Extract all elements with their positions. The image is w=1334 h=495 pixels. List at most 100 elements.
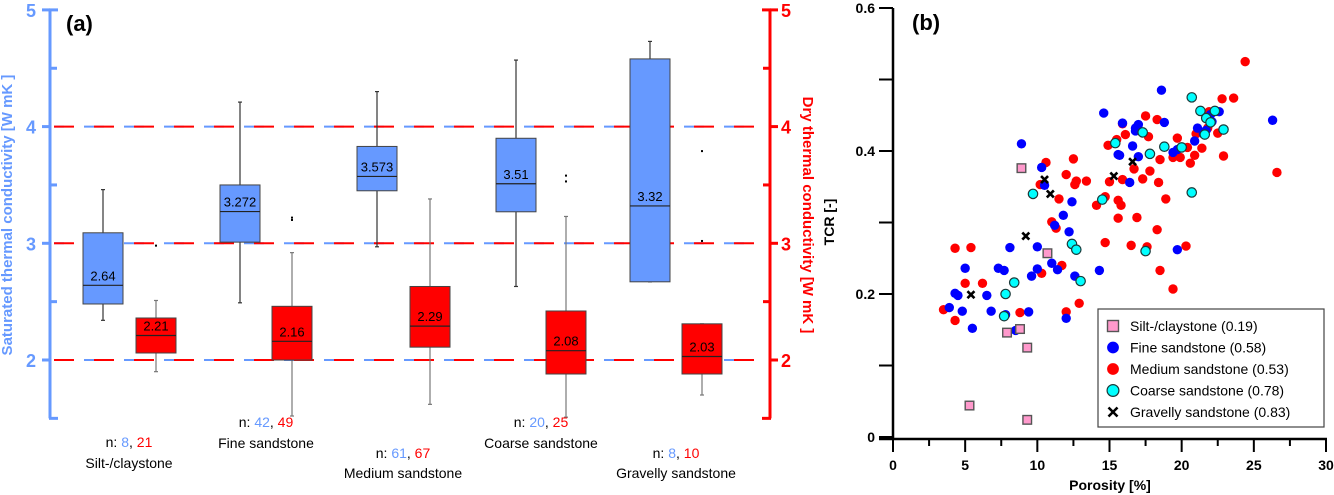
data-point xyxy=(1070,179,1080,190)
data-point xyxy=(1132,212,1142,223)
x-stroke xyxy=(1109,171,1119,181)
data-point xyxy=(1068,154,1079,164)
data-point xyxy=(1209,105,1221,117)
data-point xyxy=(1026,271,1037,281)
data-point xyxy=(1145,166,1155,176)
box-body xyxy=(629,58,671,283)
data-point xyxy=(1142,242,1152,252)
data-point xyxy=(966,242,976,253)
sample-count-label: n: 8, 10 xyxy=(653,445,700,461)
box-body xyxy=(356,145,398,192)
data-point xyxy=(1052,264,1063,275)
data-point xyxy=(1075,275,1086,287)
data-point xyxy=(1096,194,1108,205)
median-label: 2.16 xyxy=(279,324,304,339)
data-point xyxy=(1144,148,1156,160)
data-point xyxy=(1217,94,1227,104)
n-dry: 10 xyxy=(684,445,700,461)
data-point xyxy=(999,265,1009,276)
data-point xyxy=(1168,147,1178,158)
data-point xyxy=(1071,244,1082,255)
legend-label: Coarse sandstone (0.78) xyxy=(1130,383,1284,399)
category-label: Gravelly sandstone xyxy=(616,465,736,481)
data-point xyxy=(1205,109,1216,120)
axes: 2 2 3 3 4 4 5 5 xyxy=(26,1,791,420)
data-point xyxy=(1199,129,1211,140)
data-point xyxy=(1058,210,1069,221)
data-point xyxy=(1189,150,1200,160)
legend-marker xyxy=(1106,384,1120,398)
data-point xyxy=(1272,167,1282,178)
sample-count-label: n: 61, 67 xyxy=(376,445,431,461)
data-point xyxy=(1117,118,1128,128)
data-point xyxy=(1172,144,1183,155)
data-point xyxy=(1021,231,1031,241)
data-point xyxy=(1172,133,1183,143)
x-stroke xyxy=(1021,231,1031,241)
x-tick-label: 20 xyxy=(1174,457,1190,473)
data-point xyxy=(1109,137,1121,149)
data-point xyxy=(1091,200,1102,211)
data-point xyxy=(1172,244,1183,255)
data-point xyxy=(1022,414,1033,425)
data-point xyxy=(1067,239,1077,250)
box-saturated-3: 3.51 xyxy=(495,59,567,288)
data-point xyxy=(1159,117,1170,128)
data-point xyxy=(1125,177,1135,188)
data-point xyxy=(1064,227,1074,237)
data-point xyxy=(1140,245,1151,257)
category-label: Fine sandstone xyxy=(218,435,314,451)
data-point xyxy=(1153,177,1164,188)
n-dry: 49 xyxy=(278,414,294,430)
data-point xyxy=(1197,143,1207,153)
median-label: 3.32 xyxy=(637,189,662,204)
x-stroke xyxy=(1107,406,1119,418)
category-label: Medium sandstone xyxy=(344,465,463,481)
sample-count-label: n: 42, 49 xyxy=(239,414,294,430)
legend-marker xyxy=(1107,406,1119,418)
x-stroke xyxy=(1128,157,1138,167)
box-saturated-2: 3.573 xyxy=(356,90,398,248)
data-point xyxy=(1067,197,1077,207)
legend-marker xyxy=(1107,363,1119,375)
data-point xyxy=(1041,157,1051,168)
n-prefix: n: xyxy=(376,445,392,461)
box-body xyxy=(219,184,261,243)
data-point xyxy=(1186,92,1198,103)
box-saturated-0: 2.64 xyxy=(82,189,157,321)
n-dry: 21 xyxy=(137,434,153,450)
data-point xyxy=(1176,142,1187,153)
data-point xyxy=(944,302,954,313)
legend-label: Fine sandstone (0.58) xyxy=(1130,340,1266,356)
data-point xyxy=(1032,264,1043,274)
data-point xyxy=(1042,248,1053,259)
data-point xyxy=(1015,324,1026,335)
n-prefix: n: xyxy=(514,414,530,430)
data-point xyxy=(1002,327,1013,338)
data-point xyxy=(1130,126,1141,136)
data-point xyxy=(1047,217,1057,227)
outlier-point xyxy=(565,174,567,177)
data-point xyxy=(1112,134,1122,145)
x-stroke xyxy=(1021,231,1031,241)
data-point xyxy=(1129,164,1139,174)
data-point xyxy=(1198,129,1209,139)
data-point xyxy=(1074,298,1084,308)
data-point xyxy=(1039,180,1050,191)
right-tick-label: 2 xyxy=(781,351,791,371)
n-saturated: 42 xyxy=(254,414,270,430)
sample-count-label: n: 20, 25 xyxy=(514,414,569,430)
data-point xyxy=(1000,288,1011,300)
data-point xyxy=(998,310,1010,322)
data-point xyxy=(1113,213,1123,223)
right-tick-label: 4 xyxy=(781,118,791,138)
box-saturated-1: 3.272 xyxy=(219,101,293,304)
data-point xyxy=(1047,258,1057,268)
n-saturated: 8 xyxy=(121,434,129,450)
series-4 xyxy=(966,157,1138,300)
x-stroke xyxy=(1109,171,1119,181)
data-point xyxy=(960,263,970,273)
data-point xyxy=(1061,169,1071,180)
data-point xyxy=(1045,189,1055,199)
data-point xyxy=(964,400,975,411)
